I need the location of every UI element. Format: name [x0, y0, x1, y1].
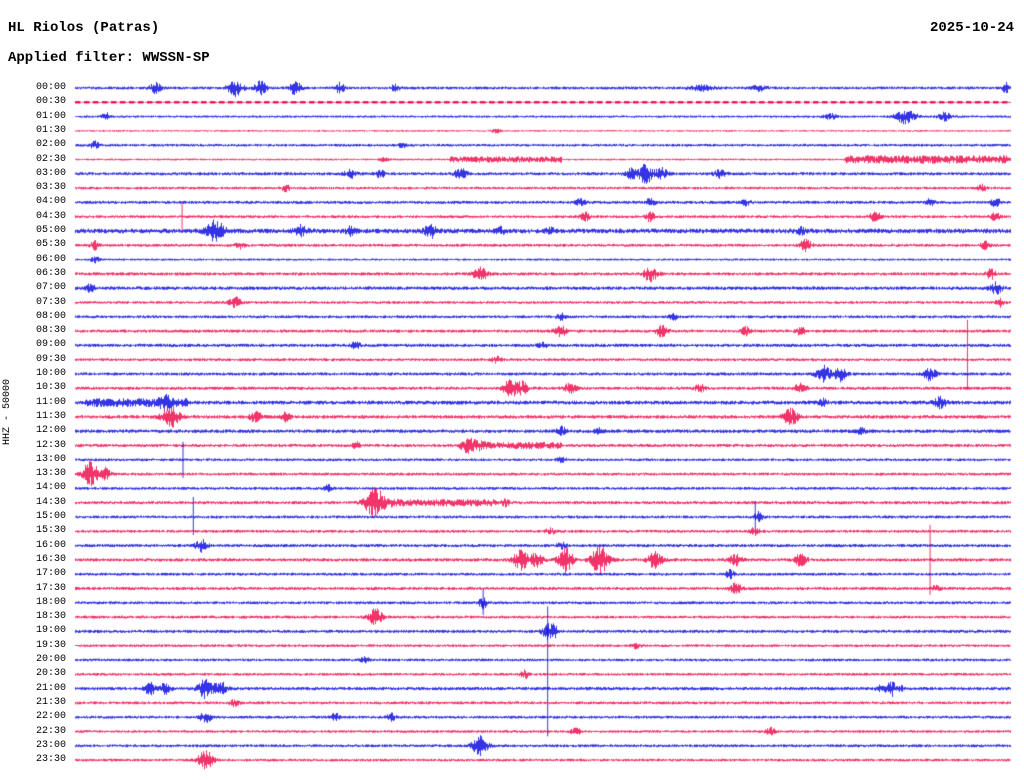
time-label: 07:00: [35, 282, 66, 294]
time-label: 05:00: [35, 225, 66, 236]
time-label: 06:00: [35, 253, 66, 265]
time-label: 16:30: [35, 553, 66, 565]
time-label: 15:30: [35, 525, 66, 537]
time-label: 10:30: [35, 382, 66, 394]
time-label: 04:00: [35, 196, 66, 208]
time-label: 04:30: [35, 210, 66, 222]
time-label: 00:00: [35, 82, 66, 93]
time-label: 02:00: [35, 139, 66, 151]
time-label: 09:00: [35, 339, 66, 351]
time-label: 07:30: [35, 296, 66, 308]
time-label: 09:30: [35, 353, 66, 365]
time-label: 23:00: [35, 739, 66, 751]
time-label: 21:00: [35, 682, 66, 694]
time-label: 03:30: [35, 182, 66, 194]
time-label: 13:00: [35, 453, 66, 465]
time-label: 18:30: [35, 611, 66, 623]
time-label: 22:00: [35, 711, 66, 723]
time-label: 22:30: [35, 725, 66, 737]
time-label: 02:30: [35, 153, 66, 165]
time-label: 00:30: [35, 96, 66, 108]
time-label: 19:00: [35, 625, 66, 637]
time-label: 10:00: [35, 368, 66, 379]
time-label: 08:30: [35, 325, 66, 337]
time-label: 08:00: [35, 310, 66, 322]
time-label: 15:00: [35, 511, 66, 522]
date-label: 2025-10-24: [929, 20, 1014, 36]
time-label: 05:30: [35, 239, 66, 251]
time-label: 01:00: [35, 110, 66, 122]
applied-filter-label: Applied filter: WWSSN-SP: [8, 50, 210, 66]
page-title: HL Riolos (Patras): [8, 20, 160, 36]
time-label: 20:00: [35, 654, 66, 665]
time-label: 01:30: [35, 124, 66, 136]
time-label: 23:30: [35, 754, 66, 766]
time-label: 11:30: [35, 410, 66, 422]
time-label: 11:00: [35, 396, 66, 408]
time-label: 12:00: [35, 425, 66, 437]
time-label: 12:30: [35, 439, 66, 451]
time-label: 13:30: [35, 468, 66, 480]
time-label: 03:00: [35, 167, 66, 179]
time-label: 20:30: [35, 668, 66, 680]
time-label: 06:30: [35, 267, 66, 279]
time-label: 14:00: [35, 482, 66, 494]
time-label: 16:00: [35, 539, 66, 551]
time-label: 14:30: [35, 496, 66, 508]
time-label: 17:00: [35, 568, 66, 580]
time-label: 18:00: [35, 596, 66, 608]
time-label: 19:30: [35, 639, 66, 651]
time-label: 21:30: [35, 696, 66, 708]
time-label: 17:30: [35, 582, 66, 594]
